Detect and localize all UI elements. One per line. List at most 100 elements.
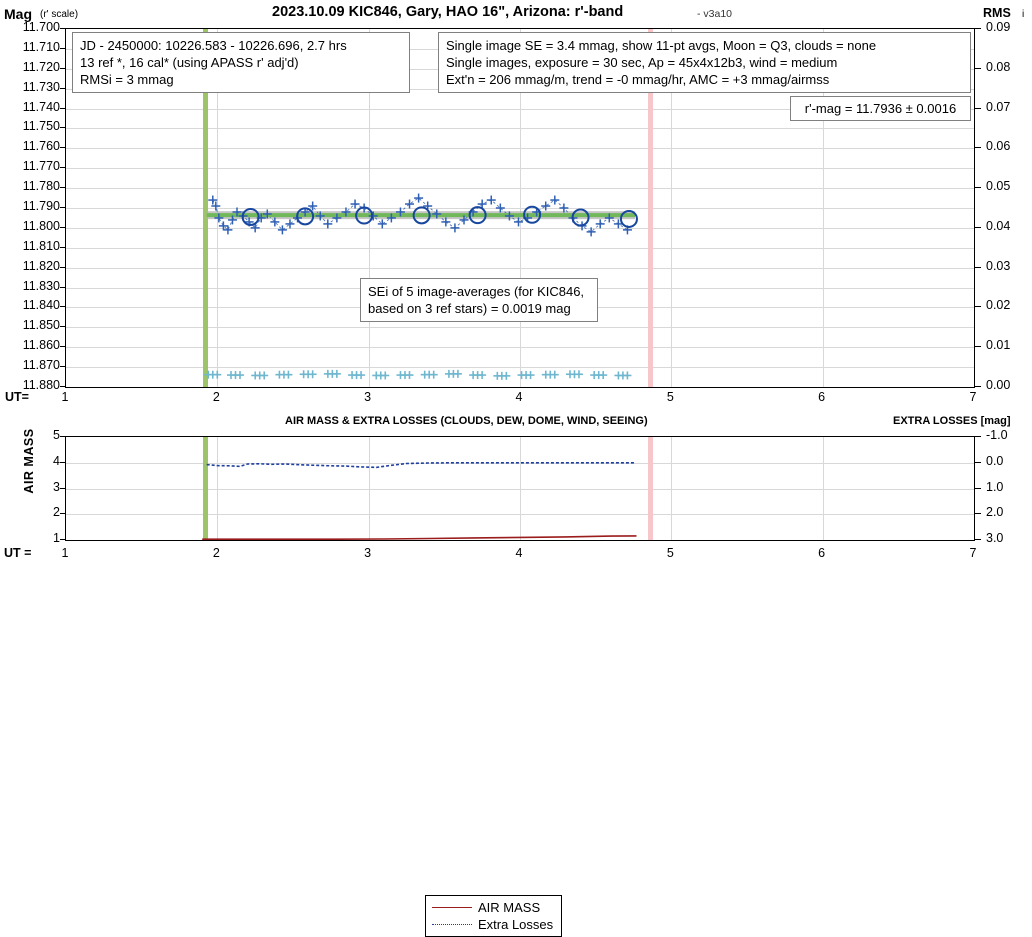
legend-swatch-airmass [432,907,472,908]
single-image-marker [386,213,396,223]
gridline-vertical [217,437,219,540]
conditions-info-box: Single image SE = 3.4 mmag, show 11-pt a… [438,32,971,93]
rmsi-marker [502,371,511,380]
magnitude-data-layer [204,193,638,380]
gridline-vertical [368,29,370,387]
mag-tick-label: 11.730 [22,79,60,94]
rmsi-marker [284,370,293,379]
single-image-marker [441,217,451,227]
page-title-version: - v3a10 [697,8,733,20]
eleven-point-average-marker [241,207,260,226]
rms-tick-label: 0.07 [986,99,1011,114]
single-image-marker [405,199,415,209]
single-image-marker [541,201,551,211]
conditions-info-line1: Single image SE = 3.4 mmag, show 11-pt a… [446,38,877,53]
mag-tick-mark [60,226,65,228]
airmass-tick-mark [60,539,65,540]
single-image-marker [586,227,596,237]
rmsi-marker [550,370,559,379]
extra-losses-tick-mark [975,539,981,540]
gridline-vertical [822,29,824,387]
ut-tick-label: 3 [364,390,372,404]
ut-tick-label: 5 [666,390,674,404]
mag-tick-mark [60,207,65,208]
rms-tick-mark [975,386,981,387]
mag-tick-label: 11.800 [22,218,60,233]
extra-losses-axis-title: EXTRA LOSSES [mag] [893,415,1011,427]
mag-tick-mark [60,346,65,348]
single-image-marker [250,223,260,233]
single-image-marker [341,207,351,217]
airmass-tick-mark [60,461,65,463]
observation-end-marker [648,29,653,387]
mag-tick-mark [60,286,65,288]
airmass-tick-mark [60,487,65,489]
rms-tick-label: 0.03 [986,258,1011,273]
conditions-info-line3: Ext'n = 206 mmag/m, trend = -0 mmag/hr, … [446,72,830,87]
mag-tick-mark [60,246,65,248]
rms-tick-mark [975,226,981,228]
conditions-info-line2: Single images, exposure = 30 sec, Ap = 4… [446,55,838,70]
airmass-tick-label: 5 [53,428,60,442]
mag-tick-label: 11.770 [22,159,60,174]
single-image-marker [604,213,614,223]
airmass-tick-label: 4 [53,453,60,468]
mag-tick-label: 11.880 [22,378,60,392]
gridline-vertical [520,29,521,387]
single-image-marker [308,201,318,211]
single-image-marker [208,195,218,205]
rms-tick-label: 0.08 [986,59,1011,74]
mag-tick-mark [60,147,65,149]
ut-tick-label-lower: 6 [818,546,826,560]
rms-tick-mark [975,28,981,29]
ut-tick-label-lower: 2 [212,546,220,560]
single-image-marker [504,211,514,221]
ut-tick-label-lower: 3 [364,546,372,560]
single-image-marker [262,209,272,219]
single-image-marker [495,203,505,213]
mag-tick-label: 11.790 [22,199,60,213]
single-image-marker [477,199,487,209]
mag-tick-mark [60,187,65,189]
rmsi-marker [623,371,632,380]
rmsi-marker [381,371,390,380]
mag-tick-label: 11.710 [22,39,60,54]
mag-tick-label: 11.850 [22,318,60,333]
airmass-panel-title: AIR MASS & EXTRA LOSSES (CLOUDS, DEW, DO… [285,415,648,427]
single-image-marker [332,213,342,223]
eleven-point-average-marker [523,205,542,224]
extra-losses-tick-label: 3.0 [986,531,1004,545]
rmsi-marker [526,371,535,380]
rms-axis-subtitle: i [1022,9,1025,20]
rmsi-marker [260,371,269,380]
extra-losses-tick-mark [975,487,981,489]
mag-tick-label: 11.820 [22,258,60,273]
observation-info-line3: RMSi = 3 mmag [80,72,174,87]
mag-tick-label: 11.780 [22,179,60,194]
eleven-point-average-marker [412,206,431,225]
ut-tick-label: 4 [515,390,523,404]
gridline-vertical [671,29,673,387]
rmsi-marker [332,369,341,378]
extra-losses-tick-label: 2.0 [986,505,1004,520]
mag-tick-label: 11.750 [22,119,60,134]
observation-info-box: JD - 2450000: 10226.583 - 10226.696, 2.7… [72,32,410,93]
airmass-data-layer [202,462,637,540]
gridline-vertical [671,437,673,540]
legend-item: Extra Losses [432,916,553,933]
rmsi-marker [405,371,414,380]
ut-tick-label: 1 [61,390,69,404]
rmsi-marker [478,371,487,380]
rms-tick-mark [975,266,981,268]
single-image-marker [350,199,360,209]
single-image-marker [377,219,387,229]
airmass-tick-label: 2 [53,505,60,520]
single-image-marker [513,217,523,227]
single-image-marker [486,195,496,205]
airmass-tick-label: 1 [53,531,60,545]
ut-tick-label-lower: 4 [515,546,523,560]
mag-axis-subtitle: (r' scale) [40,9,79,20]
rmsi-marker [213,370,222,379]
mag-tick-label: 11.760 [22,139,60,154]
ut-tick-label-lower: 5 [666,546,674,560]
